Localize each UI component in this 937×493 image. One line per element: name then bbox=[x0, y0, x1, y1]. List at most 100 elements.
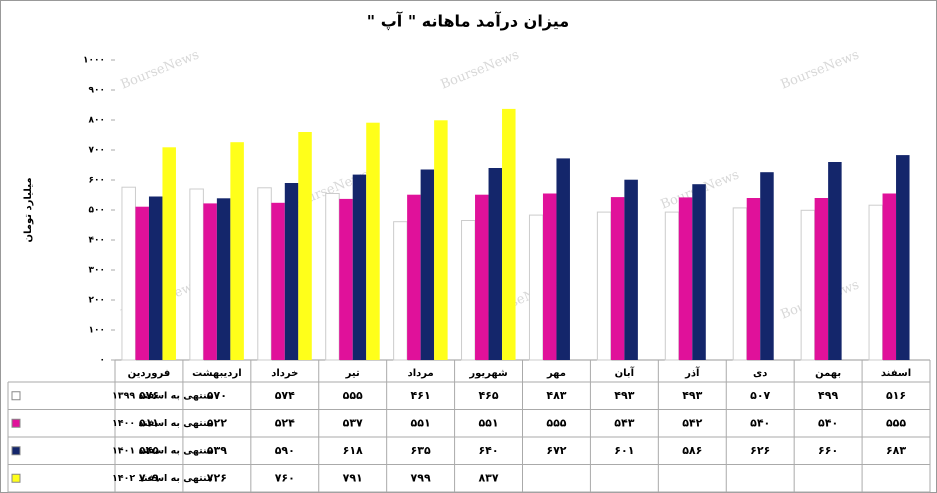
legend-key bbox=[11, 418, 21, 428]
legend-key bbox=[11, 473, 21, 483]
value-label: ۵۵۵ bbox=[886, 416, 906, 429]
bar bbox=[461, 220, 476, 361]
value-label: ۷۹۹ bbox=[411, 471, 431, 484]
x-tick-label: مرداد bbox=[408, 368, 434, 379]
bar bbox=[610, 197, 625, 360]
value-label: ۵۵۵ bbox=[343, 389, 363, 402]
x-tick-label: تیر bbox=[345, 368, 360, 379]
value-label: ۸۳۷ bbox=[478, 471, 498, 484]
value-label: ۵۳۷ bbox=[343, 416, 363, 429]
bar bbox=[596, 211, 612, 361]
y-axis-label: میلیارد تومان bbox=[23, 177, 34, 242]
y-tick-label: ۱۰۰۰ bbox=[83, 56, 105, 66]
bar bbox=[624, 179, 638, 360]
bar bbox=[800, 209, 816, 361]
bar bbox=[434, 120, 448, 360]
value-label: ۶۷۲ bbox=[546, 444, 566, 457]
value-label: ۴۹۳ bbox=[682, 389, 702, 402]
legend-label: منتهی به اسفند ۱۴۰۲ bbox=[112, 473, 213, 484]
value-label: ۶۳۵ bbox=[411, 444, 431, 457]
bar bbox=[148, 196, 163, 360]
value-label: ۵۵۵ bbox=[546, 416, 566, 429]
bar bbox=[868, 204, 884, 361]
bar bbox=[556, 158, 570, 360]
legend-label: منتهی به اسفند ۱۴۰۰ bbox=[112, 418, 213, 429]
bar bbox=[692, 184, 706, 360]
bar bbox=[121, 186, 136, 361]
bar bbox=[216, 198, 231, 360]
bar bbox=[298, 132, 312, 360]
value-label: ۵۵۱ bbox=[478, 416, 498, 429]
value-label: ۵۵۱ bbox=[411, 416, 431, 429]
value-label: ۵۴۰ bbox=[750, 416, 770, 429]
bar bbox=[542, 193, 557, 360]
value-label: ۶۲۶ bbox=[750, 444, 770, 457]
bar bbox=[420, 169, 435, 360]
value-label: ۶۴۰ bbox=[478, 444, 498, 457]
bar bbox=[257, 187, 272, 361]
legend-label: منتهی به اسفند ۱۴۰۱ bbox=[112, 445, 213, 456]
bar bbox=[882, 193, 897, 360]
value-label: ۴۸۳ bbox=[546, 389, 566, 402]
x-tick-label: فروردین bbox=[128, 368, 171, 379]
bar bbox=[732, 207, 748, 361]
bar bbox=[284, 183, 299, 360]
bar bbox=[189, 188, 204, 361]
bar bbox=[664, 211, 680, 361]
bar bbox=[352, 174, 367, 360]
bar bbox=[271, 202, 285, 360]
value-label: ۵۲۲ bbox=[207, 416, 227, 429]
legend-key bbox=[11, 391, 21, 401]
x-tick-label: بهمن bbox=[815, 368, 841, 379]
y-tick-label: ۸۰۰ bbox=[89, 116, 105, 126]
value-label: ۵۴۲ bbox=[682, 416, 702, 429]
value-label: ۵۷۶ bbox=[139, 389, 159, 402]
bar bbox=[828, 162, 842, 360]
bar bbox=[407, 194, 421, 360]
value-label: ۶۱۸ bbox=[343, 444, 363, 457]
bar bbox=[366, 122, 380, 360]
value-label: ۵۱۱ bbox=[139, 416, 159, 429]
bar bbox=[325, 193, 340, 361]
value-label: ۵۲۴ bbox=[275, 416, 295, 429]
y-tick-label: ۴۰۰ bbox=[89, 236, 105, 246]
y-tick-label: ۳۰۰ bbox=[89, 266, 105, 276]
value-label: ۵۷۰ bbox=[207, 389, 227, 402]
y-tick-label: ۹۰۰ bbox=[89, 86, 105, 96]
bar bbox=[814, 198, 829, 360]
value-label: ۷۰۹ bbox=[139, 471, 159, 484]
bar bbox=[339, 198, 353, 360]
y-tick-label: ۵۰۰ bbox=[89, 206, 105, 216]
bar bbox=[230, 142, 244, 360]
value-label: ۴۶۱ bbox=[411, 389, 431, 402]
x-tick-label: شهریور bbox=[468, 368, 508, 379]
bar bbox=[203, 203, 217, 360]
value-label: ۶۶۰ bbox=[818, 444, 838, 457]
y-tick-label: ۷۰۰ bbox=[89, 146, 105, 156]
bar bbox=[475, 194, 489, 360]
bar bbox=[746, 198, 761, 360]
bar bbox=[162, 147, 176, 360]
value-label: ۴۶۵ bbox=[478, 389, 498, 402]
legend-label: منتهی به اسفند ۱۳۹۹ bbox=[112, 390, 213, 401]
bar bbox=[896, 155, 910, 360]
x-tick-label: اسفند bbox=[881, 368, 911, 379]
value-label: ۵۰۷ bbox=[750, 389, 770, 402]
value-label: ۶۸۳ bbox=[886, 444, 906, 457]
bar bbox=[488, 168, 503, 360]
bar bbox=[760, 172, 774, 360]
x-tick-label: آبان bbox=[615, 366, 635, 379]
x-tick-label: خرداد bbox=[271, 368, 298, 379]
value-label: ۵۸۶ bbox=[682, 444, 702, 457]
x-tick-label: دی bbox=[753, 368, 767, 379]
bar bbox=[135, 206, 149, 360]
value-label: ۵۷۴ bbox=[275, 389, 295, 402]
y-tick-label: ۲۰۰ bbox=[89, 296, 105, 306]
y-tick-label: ۱۰۰ bbox=[89, 326, 105, 336]
value-label: ۷۹۱ bbox=[343, 471, 363, 484]
value-label: ۴۹۳ bbox=[614, 389, 634, 402]
bar bbox=[528, 214, 544, 361]
bar bbox=[678, 197, 693, 360]
bar bbox=[393, 221, 408, 361]
